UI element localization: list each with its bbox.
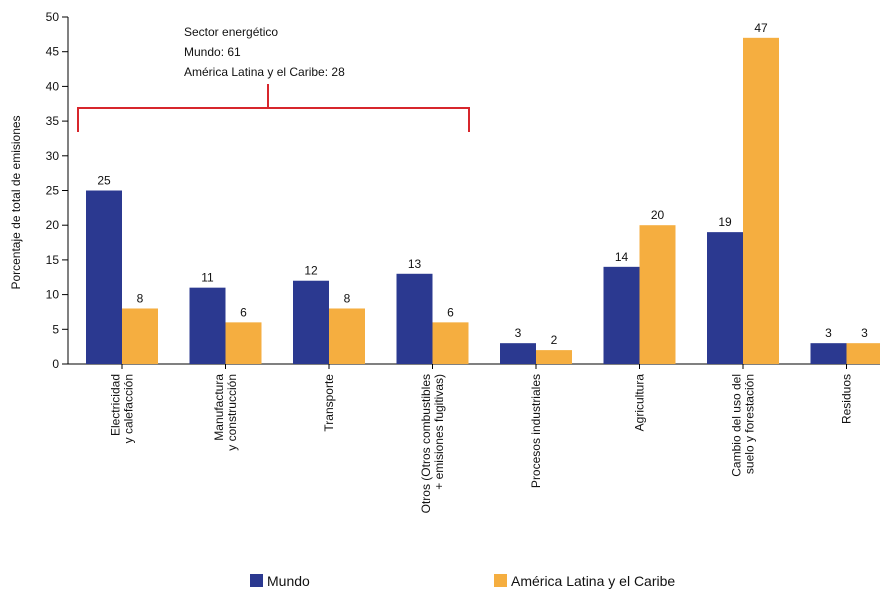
y-tick-label: 40 [46, 79, 60, 93]
bar-mundo-2 [293, 280, 329, 364]
bar-america-latina-7 [846, 343, 880, 364]
category-label-0: Electricidady calefacción [109, 374, 136, 443]
category-label-2: Transporte [322, 374, 336, 432]
y-tick-label: 15 [46, 253, 60, 267]
bar-america-latina-0 [122, 308, 158, 364]
sector-annotation-line-0: Sector energético [184, 25, 278, 39]
sector-annotation-line-2: América Latina y el Caribe: 28 [184, 65, 345, 79]
category-label-line: Residuos [840, 374, 854, 424]
y-tick-label: 35 [46, 114, 60, 128]
bar-mundo-5 [603, 266, 640, 364]
y-tick-label: 50 [46, 10, 60, 24]
bar-america-latina-5 [639, 225, 676, 364]
y-tick-label: 20 [46, 218, 60, 232]
y-axis-title: Porcentaje de total de emisiones [9, 115, 23, 289]
y-tick-label: 45 [46, 45, 60, 59]
y-tick-label: 10 [46, 288, 60, 302]
value-label-mundo-1: 11 [201, 271, 214, 285]
legend-swatch-1 [494, 574, 507, 587]
value-label-america-latina-2: 8 [344, 291, 351, 305]
bar-america-latina-3 [432, 322, 469, 364]
bar-america-latina-2 [329, 308, 365, 364]
sector-annotation: Sector energético Mundo: 61 América Latina… [77, 25, 470, 132]
category-label-line: Otros (Otros combustibles [419, 374, 433, 513]
category-label-7: Residuos [840, 374, 854, 424]
value-label-america-latina-1: 6 [240, 305, 247, 319]
bar-mundo-3 [396, 273, 433, 364]
bar-mundo-6 [707, 232, 743, 364]
category-label-line: y calefacción [122, 374, 136, 443]
bar-america-latina-1 [225, 322, 262, 364]
y-tick-label: 25 [46, 184, 60, 198]
bar-mundo-4 [500, 343, 536, 364]
value-label-america-latina-4: 2 [551, 333, 558, 347]
bar-mundo-7 [810, 343, 847, 364]
category-label-4: Procesos industriales [529, 374, 543, 488]
bar-america-latina-6 [743, 37, 779, 364]
value-label-america-latina-0: 8 [137, 291, 144, 305]
category-label-line: Agricultura [633, 374, 647, 432]
sector-bracket [77, 107, 470, 132]
legend-swatch-0 [250, 574, 263, 587]
category-label-1: Manufacturay construcción [212, 374, 239, 451]
bar-mundo-0 [86, 190, 122, 364]
value-label-america-latina-5: 20 [651, 208, 665, 222]
value-label-mundo-7: 3 [825, 326, 832, 340]
legend: Mundo América Latina y el Caribe [250, 573, 675, 589]
value-label-mundo-6: 19 [718, 215, 732, 229]
value-label-mundo-4: 3 [515, 326, 522, 340]
value-label-mundo-2: 12 [304, 264, 318, 278]
legend-label-1: América Latina y el Caribe [511, 573, 675, 589]
value-label-america-latina-7: 3 [861, 326, 868, 340]
category-label-line: Transporte [322, 374, 336, 432]
y-tick-label: 30 [46, 149, 60, 163]
category-label-line: Manufactura [212, 374, 226, 441]
y-tick-label: 0 [52, 357, 59, 371]
category-label-line: y construcción [225, 374, 239, 451]
value-label-america-latina-3: 6 [447, 305, 454, 319]
sector-annotation-line-1: Mundo: 61 [184, 45, 241, 59]
axes: 0 5 10 15 20 25 30 35 40 45 50 Porcentaje de total … [9, 10, 880, 513]
category-label-6: Cambio del uso delsuelo y forestación [730, 374, 757, 477]
category-label-line: Cambio del uso del [730, 374, 744, 477]
value-label-america-latina-6: 47 [754, 21, 768, 35]
category-label-line: Procesos industriales [529, 374, 543, 488]
legend-label-0: Mundo [267, 573, 310, 589]
value-label-mundo-0: 25 [97, 174, 111, 188]
category-label-5: Agricultura [633, 374, 647, 432]
value-label-mundo-5: 14 [615, 250, 629, 264]
category-label-line: + emisiones fugitivas) [432, 374, 446, 490]
value-label-mundo-3: 13 [408, 257, 422, 271]
category-label-line: suelo y forestación [743, 374, 757, 474]
category-label-line: Electricidad [109, 374, 123, 436]
bar-mundo-1 [189, 287, 226, 364]
category-label-3: Otros (Otros combustibles+ emisiones fug… [419, 374, 446, 513]
bar-america-latina-4 [536, 350, 572, 364]
y-tick-label: 5 [52, 322, 59, 336]
bars: 25 8 11 6 12 8 13 6 3 2 14 20 19 47 3 3 [86, 21, 880, 364]
